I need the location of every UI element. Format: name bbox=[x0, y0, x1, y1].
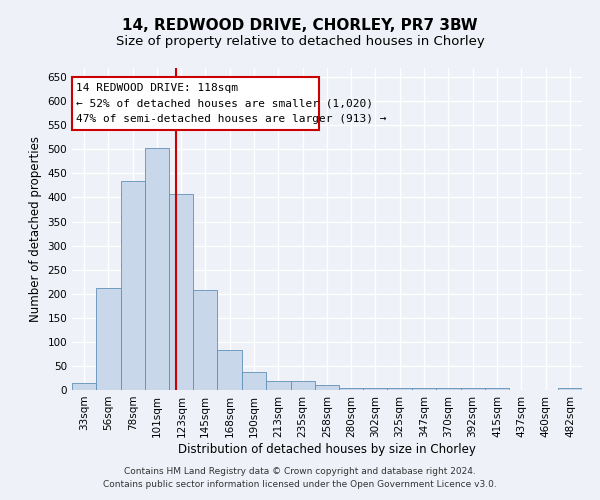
Text: Contains public sector information licensed under the Open Government Licence v3: Contains public sector information licen… bbox=[103, 480, 497, 489]
Bar bbox=[558, 388, 582, 390]
Bar bbox=[461, 388, 485, 390]
Bar bbox=[314, 385, 340, 390]
Bar bbox=[412, 388, 436, 390]
Bar bbox=[242, 372, 266, 390]
X-axis label: Distribution of detached houses by size in Chorley: Distribution of detached houses by size … bbox=[178, 442, 476, 456]
Text: 14, REDWOOD DRIVE, CHORLEY, PR7 3BW: 14, REDWOOD DRIVE, CHORLEY, PR7 3BW bbox=[122, 18, 478, 32]
Bar bbox=[72, 77, 319, 130]
Bar bbox=[485, 388, 509, 390]
Bar bbox=[96, 288, 121, 390]
Bar bbox=[217, 350, 242, 390]
Y-axis label: Number of detached properties: Number of detached properties bbox=[29, 136, 42, 322]
Bar bbox=[145, 148, 169, 390]
Bar bbox=[340, 388, 363, 390]
Text: Contains HM Land Registry data © Crown copyright and database right 2024.: Contains HM Land Registry data © Crown c… bbox=[124, 467, 476, 476]
Bar bbox=[72, 383, 96, 390]
Bar bbox=[121, 180, 145, 390]
Bar bbox=[266, 382, 291, 390]
Bar bbox=[169, 194, 193, 390]
Bar bbox=[436, 388, 461, 390]
Bar bbox=[291, 382, 314, 390]
Bar bbox=[193, 290, 217, 390]
Text: 14 REDWOOD DRIVE: 118sqm: 14 REDWOOD DRIVE: 118sqm bbox=[76, 83, 238, 93]
Text: Size of property relative to detached houses in Chorley: Size of property relative to detached ho… bbox=[116, 35, 484, 48]
Bar bbox=[363, 388, 387, 390]
Text: ← 52% of detached houses are smaller (1,020): ← 52% of detached houses are smaller (1,… bbox=[76, 98, 373, 108]
Text: 47% of semi-detached houses are larger (913) →: 47% of semi-detached houses are larger (… bbox=[76, 114, 387, 124]
Bar bbox=[387, 388, 412, 390]
